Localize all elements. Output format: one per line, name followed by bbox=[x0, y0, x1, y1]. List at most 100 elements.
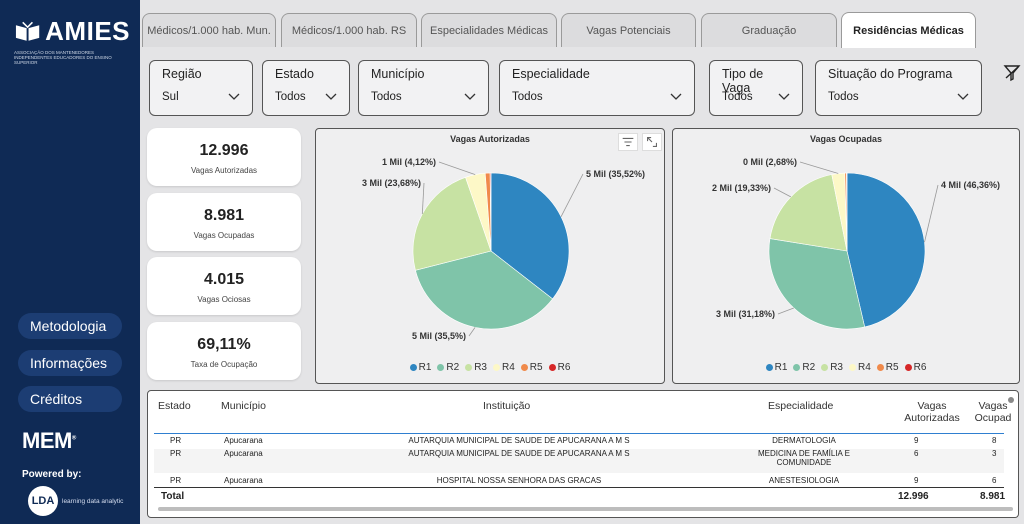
table-row[interactable]: PR Apucarana AUTARQUIA MUNICIPAL DE SAUD… bbox=[154, 436, 1004, 448]
pie-slice-r3[interactable] bbox=[769, 174, 848, 252]
data-label: 3 Mil (23,68%) bbox=[362, 178, 421, 188]
col-header-municipio[interactable]: Município bbox=[221, 400, 266, 412]
tab-medicos-rs[interactable]: Médicos/1.000 hab. RS bbox=[281, 13, 417, 47]
kpi-taxa-ocupacao: 69,11% Taxa de Ocupação bbox=[147, 322, 301, 380]
tab-vagas-potenciais[interactable]: Vagas Potenciais bbox=[561, 13, 696, 47]
lda-mark: LDA bbox=[28, 486, 58, 516]
cell-municipio: Apucarana bbox=[224, 476, 263, 485]
legend-dot-icon bbox=[437, 364, 445, 371]
pie-slice-r6[interactable] bbox=[489, 172, 492, 252]
kpi-vagas-ocupadas: 8.981 Vagas Ocupadas bbox=[147, 193, 301, 251]
legend-item-r2[interactable]: R2 bbox=[437, 362, 459, 373]
data-label: 2 Mil (19,33%) bbox=[712, 183, 771, 193]
chevron-down-icon bbox=[778, 93, 790, 100]
sidebar-item-creditos[interactable]: Créditos bbox=[18, 386, 122, 412]
col-header-autorizadas[interactable]: Vagas Autorizadas bbox=[902, 400, 962, 424]
tab-medicos-mun[interactable]: Médicos/1.000 hab. Mun. bbox=[142, 13, 276, 47]
filter-situacao-value: Todos bbox=[828, 91, 859, 103]
legend-item-r6[interactable]: R6 bbox=[904, 362, 926, 373]
data-label: 5 Mil (35,5%) bbox=[412, 331, 466, 341]
total-divider bbox=[154, 487, 1004, 488]
data-label: 3 Mil (31,18%) bbox=[716, 309, 775, 319]
chevron-down-icon bbox=[228, 93, 240, 100]
leader-line bbox=[468, 327, 476, 337]
table-total-ocupadas: 8.981 bbox=[980, 491, 1006, 502]
book-icon bbox=[15, 21, 40, 41]
table-row[interactable]: PR Apucarana AUTARQUIA MUNICIPAL DE SAUD… bbox=[154, 449, 1004, 473]
filter-estado-label: Estado bbox=[275, 67, 314, 81]
legend-dot-icon bbox=[876, 364, 884, 371]
filter-estado[interactable]: Estado Todos bbox=[262, 60, 350, 116]
sidebar-item-informacoes[interactable]: Informações bbox=[18, 350, 122, 376]
tab-graduacao[interactable]: Graduação bbox=[701, 13, 837, 47]
kpi-vagas-autorizadas: 12.996 Vagas Autorizadas bbox=[147, 128, 301, 186]
legend-item-r2[interactable]: R2 bbox=[793, 362, 815, 373]
leader-line bbox=[438, 161, 476, 175]
chart-legend: R1 R2 R3 R4 R5 R6 bbox=[316, 362, 664, 373]
legend-item-r1[interactable]: R1 bbox=[765, 362, 787, 373]
col-header-instituicao[interactable]: Instituição bbox=[483, 400, 531, 412]
pie-slice-r1[interactable] bbox=[490, 172, 570, 300]
clear-filters-icon[interactable] bbox=[1003, 64, 1021, 82]
filter-regiao-value: Sul bbox=[162, 91, 179, 103]
data-label: 0 Mil (2,68%) bbox=[743, 157, 797, 167]
pie-slice-r2[interactable] bbox=[415, 250, 553, 330]
legend-item-r1[interactable]: R1 bbox=[409, 362, 431, 373]
legend-item-r6[interactable]: R6 bbox=[548, 362, 571, 373]
legend-label: R3 bbox=[830, 362, 843, 373]
filter-tipo-vaga[interactable]: Tipo de Vaga Todos bbox=[709, 60, 803, 116]
legend-dot-icon bbox=[465, 364, 473, 371]
cell-instituicao: HOSPITAL NOSSA SENHORA DAS GRACAS bbox=[436, 476, 602, 485]
chart-legend: R1 R2 R3 R4 R5 R6 bbox=[673, 362, 1019, 373]
lda-logo: LDA learning data analytic bbox=[28, 486, 123, 516]
legend-label: R4 bbox=[502, 362, 515, 373]
filter-situacao[interactable]: Situação do Programa Todos bbox=[815, 60, 982, 116]
sidebar-item-metodologia[interactable]: Metodologia bbox=[18, 313, 122, 339]
table-row[interactable]: PR Apucarana HOSPITAL NOSSA SENHORA DAS … bbox=[154, 476, 1004, 488]
legend-label: R3 bbox=[474, 362, 487, 373]
legend-item-r4[interactable]: R4 bbox=[493, 362, 515, 373]
chart-panel-ocupadas[interactable]: Vagas Ocupadas 4 Mil (46,36%) 3 Mil (31,1… bbox=[672, 128, 1020, 384]
filter-municipio[interactable]: Município Todos bbox=[358, 60, 489, 116]
filter-especialidade-label: Especialidade bbox=[512, 67, 590, 81]
filter-visual-icon[interactable] bbox=[618, 133, 638, 151]
col-header-especialidade[interactable]: Especialidade bbox=[768, 400, 834, 412]
col-header-estado[interactable]: Estado bbox=[158, 400, 191, 412]
legend-label: R2 bbox=[802, 362, 816, 373]
legend-dot-icon bbox=[765, 364, 773, 371]
cell-estado: PR bbox=[170, 476, 182, 485]
data-label: 4 Mil (46,36%) bbox=[941, 180, 1000, 190]
header-divider bbox=[154, 433, 1004, 434]
kpi-value: 12.996 bbox=[199, 142, 249, 159]
leader-line bbox=[777, 307, 794, 315]
table-total-label: Total bbox=[161, 491, 185, 502]
residencias-table[interactable]: Estado Município Instituição Especialida… bbox=[147, 390, 1019, 518]
tab-residencias[interactable]: Residências Médicas bbox=[841, 12, 976, 48]
cell-instituicao: AUTARQUIA MUNICIPAL DE SAUDE DE APUCARAN… bbox=[408, 449, 630, 458]
legend-label: R6 bbox=[557, 362, 571, 373]
chart-panel-autorizadas[interactable]: Vagas Autorizadas 5 Mil (35,52%) 5 Mil (3… bbox=[315, 128, 665, 384]
cell-estado: PR bbox=[170, 436, 182, 445]
legend-dot-icon bbox=[849, 364, 856, 371]
legend-item-r4[interactable]: R4 bbox=[849, 362, 871, 373]
col-header-ocupadas[interactable]: Vagas Ocupad bbox=[968, 400, 1018, 424]
legend-item-r5[interactable]: R5 bbox=[520, 362, 543, 373]
legend-item-r3[interactable]: R3 bbox=[821, 362, 843, 373]
pie-slice-r1[interactable] bbox=[846, 172, 926, 328]
filter-tipo-vaga-value: Todos bbox=[722, 91, 753, 103]
leader-line bbox=[773, 187, 792, 198]
tab-especialidades[interactable]: Especialidades Médicas bbox=[421, 13, 557, 47]
pie-slice-r2[interactable] bbox=[768, 238, 866, 330]
expand-icon[interactable] bbox=[642, 133, 662, 151]
vertical-scrollbar[interactable] bbox=[1008, 397, 1014, 403]
cell-municipio: Apucarana bbox=[224, 449, 263, 458]
filter-regiao[interactable]: Região Sul bbox=[149, 60, 253, 116]
filter-especialidade[interactable]: Especialidade Todos bbox=[499, 60, 695, 116]
cell-estado: PR bbox=[170, 449, 182, 458]
legend-item-r3[interactable]: R3 bbox=[465, 362, 487, 373]
legend-label: R4 bbox=[858, 362, 871, 373]
legend-item-r5[interactable]: R5 bbox=[876, 362, 899, 373]
horizontal-scrollbar[interactable] bbox=[158, 507, 1013, 511]
mem-logo-text: MEM bbox=[22, 428, 72, 453]
filter-situacao-label: Situação do Programa bbox=[828, 67, 953, 81]
